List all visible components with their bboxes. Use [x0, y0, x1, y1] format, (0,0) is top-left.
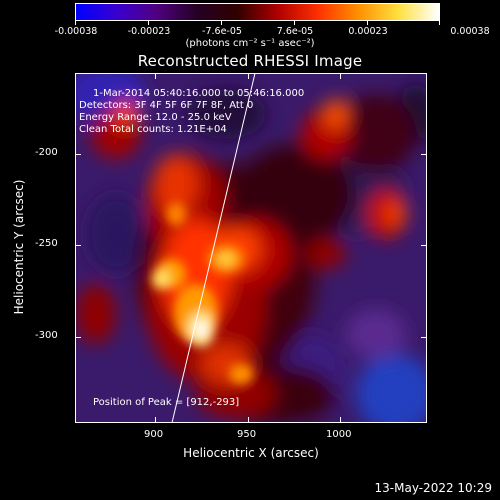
y-tick	[75, 154, 81, 155]
rhessi-image	[76, 74, 426, 422]
y-tick	[421, 154, 427, 155]
y-tick	[75, 245, 81, 246]
y-tick-label: -200	[35, 147, 58, 158]
colorbar-tick-label: -0.00038	[54, 26, 98, 37]
x-tick-label: 900	[144, 429, 164, 440]
y-tick	[75, 337, 81, 338]
x-tick	[155, 417, 156, 423]
peak-position-text: Position of Peak = [912,-293]	[93, 397, 240, 408]
colorbar-tick-label: 0.00023	[348, 26, 388, 37]
x-axis-title: Heliocentric X (arcsec)	[183, 446, 319, 460]
x-tick	[340, 417, 341, 423]
energy-range-text: Energy Range: 12.0 - 25.0 keV	[79, 112, 232, 123]
colorbar-tick-label: 7.6e-05	[276, 26, 314, 37]
plot-frame	[75, 73, 427, 423]
plot-title: Reconstructed RHESSI Image	[137, 52, 363, 70]
y-tick	[421, 337, 427, 338]
timestamp: 13-May-2022 10:29	[374, 481, 492, 495]
colorbar-tick-label: -0.00023	[127, 26, 171, 37]
algorithm-text: Clean Total counts: 1.21E+04	[79, 124, 227, 135]
y-axis-title: Heliocentric Y (arcsec)	[12, 179, 26, 315]
detectors-text: Detectors: 3F 4F 5F 6F 7F 8F, Att 0	[79, 100, 254, 111]
x-tick	[248, 417, 249, 423]
x-tick	[248, 73, 249, 79]
colorbar-tick-label: -7.6e-05	[202, 26, 242, 37]
x-tick	[340, 73, 341, 79]
colorbar	[75, 3, 440, 21]
x-tick	[155, 73, 156, 79]
x-tick-label: 950	[237, 429, 257, 440]
y-tick	[421, 245, 427, 246]
x-tick-label: 1000	[326, 429, 352, 440]
colorbar-tick-label: 0.00038	[450, 26, 490, 37]
y-tick-label: -300	[35, 330, 58, 341]
time-range-text: 1-Mar-2014 05:40:16.000 to 05:46:16.000	[93, 88, 305, 99]
colorbar-units: (photons cm⁻² s⁻¹ asec⁻²)	[185, 38, 315, 49]
y-tick-label: -250	[35, 238, 58, 249]
